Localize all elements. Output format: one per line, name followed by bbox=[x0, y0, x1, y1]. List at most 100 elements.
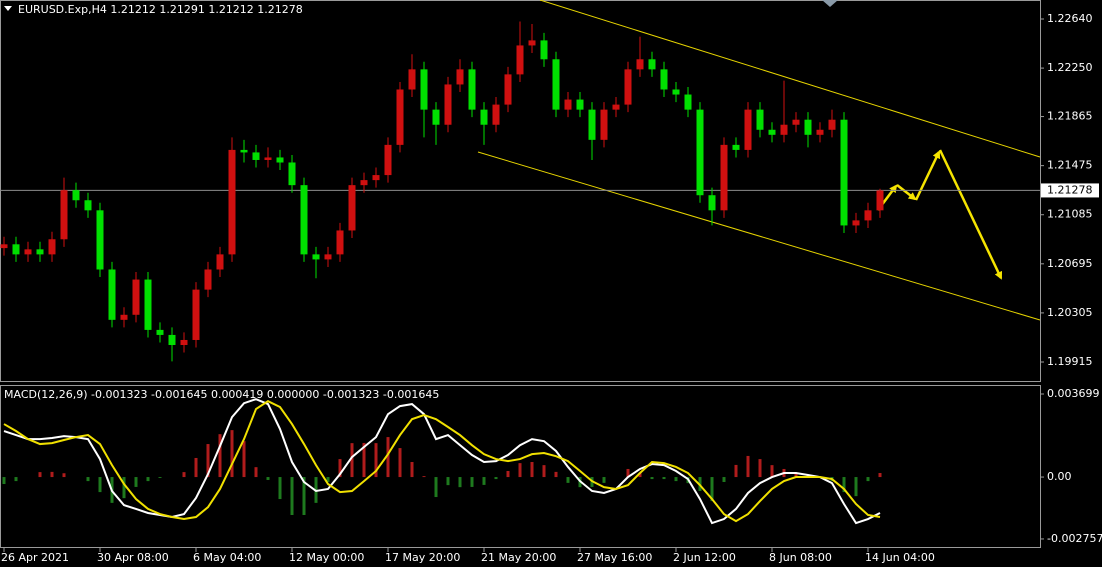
candle-body bbox=[456, 69, 464, 85]
candle-body bbox=[840, 119, 848, 226]
candle-body bbox=[72, 190, 80, 201]
candle-body bbox=[252, 152, 260, 160]
candle-body bbox=[684, 94, 692, 110]
macd-histogram-bar bbox=[794, 473, 798, 478]
y-tick-label: 1.19915 bbox=[1047, 355, 1093, 368]
candle-body bbox=[168, 334, 176, 346]
candle-body bbox=[204, 269, 212, 290]
macd-histogram-bar bbox=[470, 477, 474, 487]
macd-histogram-bar bbox=[770, 465, 774, 478]
macd-histogram-bar bbox=[494, 477, 498, 480]
candle-body bbox=[312, 254, 320, 260]
candle-body bbox=[816, 129, 824, 135]
candle-body bbox=[276, 157, 284, 163]
candle-body bbox=[744, 109, 752, 150]
candle-body bbox=[12, 244, 20, 255]
macd-histogram-bar bbox=[662, 477, 666, 480]
macd-histogram-bar bbox=[98, 477, 102, 493]
candle-body bbox=[216, 254, 224, 270]
y-tick-label: 1.20695 bbox=[1047, 257, 1093, 270]
candle-body bbox=[96, 210, 104, 270]
candle-body bbox=[396, 89, 404, 145]
frames bbox=[0, 0, 1041, 548]
channel-upper bbox=[539, 0, 1041, 158]
candle-body bbox=[120, 314, 128, 320]
candle-body bbox=[60, 190, 68, 240]
macd-histogram-bar bbox=[146, 477, 150, 482]
y-tick-label: 1.22640 bbox=[1047, 12, 1093, 25]
candle-body bbox=[564, 99, 572, 110]
candle-body bbox=[108, 269, 116, 320]
candle-body bbox=[576, 99, 584, 110]
macd-histogram-bar bbox=[518, 463, 522, 478]
macd-histogram-bar bbox=[722, 477, 726, 482]
candle-body bbox=[156, 329, 164, 335]
macd-histogram-bar bbox=[278, 477, 282, 500]
y-tick-label: 0.003699 bbox=[1047, 387, 1100, 400]
macd-histogram-bar bbox=[242, 441, 246, 478]
macd-histogram-bar bbox=[602, 477, 606, 483]
candle-body bbox=[444, 84, 452, 125]
candle-body bbox=[336, 230, 344, 255]
candle-body bbox=[408, 69, 416, 90]
macd-histogram-bar bbox=[50, 471, 54, 478]
main-panel-frame bbox=[0, 0, 1041, 382]
candle-body bbox=[624, 69, 632, 105]
macd-histogram-bar bbox=[386, 437, 390, 478]
y-tick-label: -0.002757 bbox=[1047, 532, 1102, 545]
x-tick-label: 26 Apr 2021 bbox=[1, 551, 69, 564]
macd-histogram-bar bbox=[758, 459, 762, 478]
macd-histogram-bar bbox=[182, 472, 186, 478]
shift-marker bbox=[822, 0, 838, 7]
candle-body bbox=[552, 59, 560, 110]
candle-body bbox=[588, 109, 596, 140]
candle-body bbox=[852, 220, 860, 226]
macd-histogram-bar bbox=[14, 477, 18, 482]
candle-body bbox=[240, 149, 248, 153]
macd-title: MACD(12,26,9) -0.001323 -0.001645 0.0004… bbox=[4, 388, 439, 401]
trend-drawings bbox=[477, 0, 1041, 321]
macd-histogram-bar bbox=[266, 477, 270, 480]
macd-histogram-bar bbox=[374, 443, 378, 478]
candle-body bbox=[660, 69, 668, 90]
macd-histogram-bar bbox=[446, 477, 450, 486]
macd-histogram-bar bbox=[434, 477, 438, 498]
candle-body bbox=[288, 162, 296, 186]
macd-histogram-bar bbox=[854, 477, 858, 497]
macd-histogram-bar bbox=[878, 473, 882, 478]
macd-histogram-bar bbox=[134, 477, 138, 487]
candle-body bbox=[264, 157, 272, 160]
candle-body bbox=[672, 89, 680, 95]
candle-body bbox=[828, 119, 836, 130]
candle-body bbox=[324, 254, 332, 260]
y-tick-label: 1.21475 bbox=[1047, 159, 1093, 172]
macd-histogram-bar bbox=[38, 472, 42, 478]
macd-histogram-bar bbox=[398, 448, 402, 478]
macd-histogram-bar bbox=[638, 473, 642, 478]
macd-histogram-bar bbox=[626, 468, 630, 478]
macd-histogram-bar bbox=[206, 444, 210, 478]
macd-histogram-bar bbox=[362, 442, 366, 478]
candle-body bbox=[360, 180, 368, 186]
candle-body bbox=[756, 109, 764, 130]
macd-histogram-bar bbox=[326, 477, 330, 482]
current-price-label: 1.21278 bbox=[1047, 183, 1093, 196]
macd-histogram-bar bbox=[542, 465, 546, 478]
candle-body bbox=[372, 175, 380, 181]
candle-body bbox=[600, 109, 608, 140]
candle-body bbox=[36, 249, 44, 255]
macd-histogram-bar bbox=[746, 455, 750, 478]
macd-histogram-bar bbox=[554, 471, 558, 478]
forecast-arrow bbox=[896, 184, 917, 201]
candle-body bbox=[144, 279, 152, 330]
channel-lower bbox=[477, 151, 1041, 321]
candle-body bbox=[648, 59, 656, 70]
candle-body bbox=[228, 149, 236, 255]
candle-body bbox=[0, 244, 8, 249]
macd-histogram-bar bbox=[422, 476, 426, 478]
candle-body bbox=[768, 129, 776, 135]
candle-body bbox=[876, 190, 884, 211]
y-tick-label: 0.00 bbox=[1047, 470, 1072, 483]
